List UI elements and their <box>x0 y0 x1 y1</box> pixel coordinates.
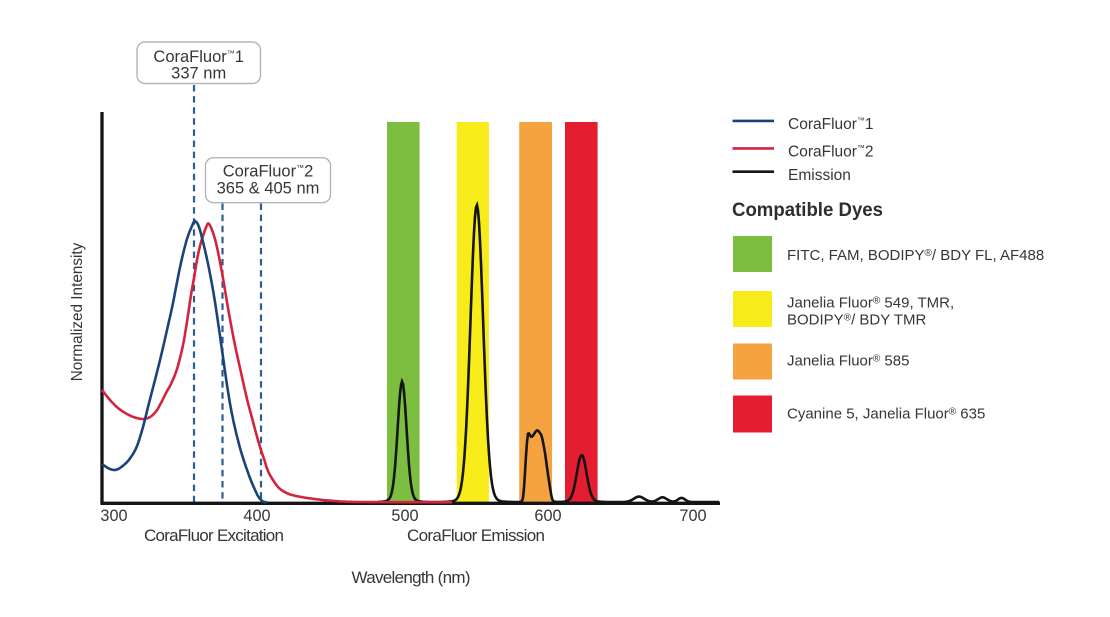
svg-text:Janelia Fluor® 549, TMR,: Janelia Fluor® 549, TMR, <box>787 295 954 312</box>
svg-text:CoraFluor™2: CoraFluor™2 <box>788 143 874 160</box>
svg-text:FITC, FAM, BODIPY®/ BDY FL, AF: FITC, FAM, BODIPY®/ BDY FL, AF488 <box>787 247 1044 264</box>
svg-text:600: 600 <box>534 507 561 525</box>
svg-text:Wavelength (nm): Wavelength (nm) <box>352 568 471 587</box>
svg-text:CoraFluor™1: CoraFluor™1 <box>788 116 874 133</box>
svg-text:Normalized Intensity: Normalized Intensity <box>69 242 86 381</box>
svg-text:400: 400 <box>243 507 270 525</box>
svg-text:700: 700 <box>679 507 706 525</box>
svg-text:BODIPY®/ BDY TMR: BODIPY®/ BDY TMR <box>787 311 927 328</box>
svg-text:Emission: Emission <box>788 167 851 184</box>
svg-text:Cyanine 5, Janelia Fluor® 635: Cyanine 5, Janelia Fluor® 635 <box>787 406 985 423</box>
svg-text:CoraFluor Emission: CoraFluor Emission <box>407 526 545 545</box>
svg-text:500: 500 <box>391 507 418 525</box>
svg-text:CoraFluor Excitation: CoraFluor Excitation <box>144 526 284 545</box>
svg-text:337 nm: 337 nm <box>171 65 226 83</box>
svg-text:300: 300 <box>100 507 127 525</box>
svg-text:CoraFluor™1: CoraFluor™1 <box>153 48 244 66</box>
svg-text:365 & 405 nm: 365 & 405 nm <box>217 180 320 198</box>
svg-text:Janelia Fluor® 585: Janelia Fluor® 585 <box>787 353 909 370</box>
svg-text:Compatible Dyes: Compatible Dyes <box>732 199 883 221</box>
svg-text:CoraFluor™2: CoraFluor™2 <box>223 163 314 181</box>
